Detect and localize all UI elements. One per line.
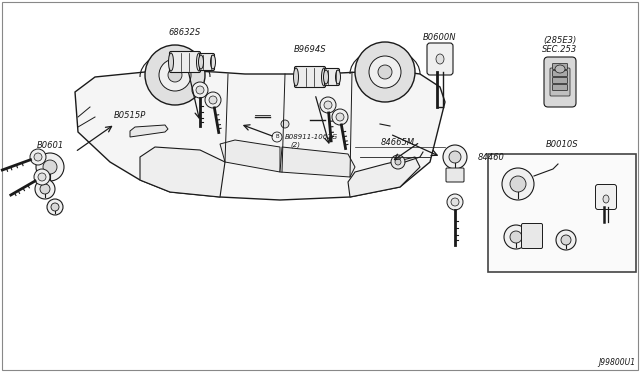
- Circle shape: [281, 120, 289, 128]
- Polygon shape: [348, 157, 420, 197]
- Circle shape: [34, 169, 50, 185]
- Ellipse shape: [168, 53, 173, 71]
- Circle shape: [561, 235, 571, 245]
- Text: B: B: [275, 135, 279, 140]
- Ellipse shape: [198, 55, 204, 69]
- Text: J99800U1: J99800U1: [598, 358, 635, 367]
- Text: (2): (2): [290, 142, 300, 148]
- Polygon shape: [280, 147, 355, 177]
- FancyBboxPatch shape: [427, 43, 453, 75]
- Ellipse shape: [211, 55, 216, 69]
- Text: 68632S: 68632S: [169, 28, 201, 37]
- Circle shape: [320, 97, 336, 113]
- Circle shape: [502, 168, 534, 200]
- FancyBboxPatch shape: [552, 71, 568, 77]
- Circle shape: [447, 194, 463, 210]
- Circle shape: [35, 179, 55, 199]
- Circle shape: [34, 153, 42, 161]
- Circle shape: [336, 113, 344, 121]
- Circle shape: [43, 160, 57, 174]
- Ellipse shape: [321, 68, 326, 86]
- Bar: [488, 154, 636, 272]
- Ellipse shape: [294, 68, 298, 86]
- Text: B0010S: B0010S: [546, 140, 579, 149]
- FancyBboxPatch shape: [294, 67, 326, 87]
- Circle shape: [395, 159, 401, 165]
- Polygon shape: [140, 147, 225, 197]
- Text: B0601: B0601: [36, 141, 63, 150]
- FancyBboxPatch shape: [552, 64, 568, 70]
- Text: B0515P: B0515P: [114, 111, 146, 120]
- Text: B9694S: B9694S: [294, 45, 326, 54]
- Circle shape: [159, 59, 191, 91]
- Circle shape: [556, 230, 576, 250]
- FancyBboxPatch shape: [200, 54, 214, 71]
- FancyBboxPatch shape: [595, 185, 616, 209]
- Circle shape: [145, 45, 205, 105]
- Text: SEC.253: SEC.253: [542, 45, 578, 54]
- Circle shape: [30, 149, 46, 165]
- Ellipse shape: [555, 65, 565, 73]
- Circle shape: [36, 153, 64, 181]
- Circle shape: [47, 199, 63, 215]
- Text: (285E3): (285E3): [543, 36, 577, 45]
- Text: 84460: 84460: [478, 153, 505, 161]
- FancyBboxPatch shape: [170, 51, 200, 73]
- Text: B08911-1062G: B08911-1062G: [285, 134, 338, 140]
- Circle shape: [378, 65, 392, 79]
- FancyBboxPatch shape: [552, 77, 568, 83]
- Circle shape: [38, 173, 46, 181]
- Circle shape: [449, 151, 461, 163]
- FancyBboxPatch shape: [522, 224, 543, 248]
- Ellipse shape: [436, 54, 444, 64]
- Circle shape: [40, 184, 50, 194]
- Ellipse shape: [323, 70, 328, 84]
- FancyBboxPatch shape: [550, 68, 570, 96]
- Circle shape: [369, 56, 401, 88]
- Circle shape: [510, 176, 526, 192]
- Circle shape: [443, 145, 467, 169]
- FancyBboxPatch shape: [446, 168, 464, 182]
- Circle shape: [504, 225, 528, 249]
- Circle shape: [510, 231, 522, 243]
- Text: 84665M: 84665M: [381, 138, 415, 147]
- Circle shape: [324, 101, 332, 109]
- Ellipse shape: [196, 53, 202, 71]
- Circle shape: [192, 82, 208, 98]
- Circle shape: [451, 198, 459, 206]
- FancyBboxPatch shape: [544, 57, 576, 107]
- Circle shape: [355, 42, 415, 102]
- Circle shape: [391, 155, 405, 169]
- FancyBboxPatch shape: [324, 68, 339, 86]
- Ellipse shape: [335, 70, 340, 84]
- Circle shape: [209, 96, 217, 104]
- FancyBboxPatch shape: [552, 84, 568, 90]
- Polygon shape: [220, 140, 280, 172]
- Ellipse shape: [603, 195, 609, 203]
- Polygon shape: [75, 70, 445, 200]
- Circle shape: [205, 92, 221, 108]
- Text: B0600N: B0600N: [423, 33, 457, 42]
- Circle shape: [51, 203, 59, 211]
- Circle shape: [196, 86, 204, 94]
- Polygon shape: [130, 125, 168, 137]
- Circle shape: [332, 109, 348, 125]
- Circle shape: [168, 68, 182, 82]
